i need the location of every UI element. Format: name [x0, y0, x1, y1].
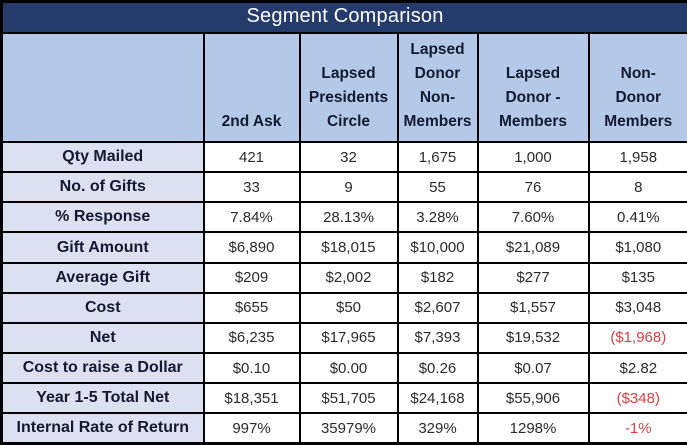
- table-row: Average Gift $209 $2,002 $182 $277 $135: [0, 261, 687, 294]
- table-cell: 9: [298, 171, 399, 204]
- row-label: Net: [0, 321, 205, 355]
- row-label: Average Gift: [0, 261, 205, 294]
- table-row: Cost to raise a Dollar $0.10 $0.00 $0.26 $0.…: [0, 352, 687, 385]
- table-cell: $1,557: [476, 291, 590, 324]
- table-cell: $3,048: [587, 291, 687, 324]
- table-cell: $7,393: [396, 321, 479, 355]
- table-row: Internal Rate of Return 997% 35979% 329% 129…: [0, 412, 687, 445]
- column-header: 2nd Ask: [202, 31, 301, 144]
- column-header: Non- Donor Members: [587, 31, 687, 144]
- row-label: Internal Rate of Return: [0, 412, 205, 445]
- column-header: Lapsed Donor - Members: [476, 31, 590, 144]
- table-cell: 7.60%: [476, 201, 590, 234]
- table-cell: $55,906: [476, 382, 590, 415]
- table-title: Segment Comparison: [0, 0, 687, 34]
- table-cell: $51,705: [298, 382, 399, 415]
- table-row: Cost $655 $50 $2,607 $1,557 $3,048: [0, 291, 687, 324]
- table-cell: 35979%: [298, 412, 399, 445]
- table-cell: $18,351: [202, 382, 301, 415]
- table-cell: 76: [476, 171, 590, 204]
- row-label: Cost to raise a Dollar: [0, 352, 205, 385]
- table-cell: 3.28%: [396, 201, 479, 234]
- column-header-row: 2nd Ask Lapsed Presidents Circle Lapsed Do…: [0, 31, 687, 144]
- table-row: % Response 7.84% 28.13% 3.28% 7.60% 0.41%: [0, 201, 687, 234]
- table-cell: $182: [396, 261, 479, 294]
- table-cell: 0.41%: [587, 201, 687, 234]
- table-cell: $655: [202, 291, 301, 324]
- table-cell: $2,002: [298, 261, 399, 294]
- table-cell: 8: [587, 171, 687, 204]
- table-cell: -1%: [587, 412, 687, 445]
- table-cell: $18,015: [298, 231, 399, 264]
- table-cell: 7.84%: [202, 201, 301, 234]
- table-cell: $277: [476, 261, 590, 294]
- table-cell: 28.13%: [298, 201, 399, 234]
- table-cell: $2.82: [587, 352, 687, 385]
- table-cell: $21,089: [476, 231, 590, 264]
- table-cell: 1298%: [476, 412, 590, 445]
- table-cell: $10,000: [396, 231, 479, 264]
- table-cell: 1,958: [587, 141, 687, 174]
- table-cell: 55: [396, 171, 479, 204]
- table-cell: $2,607: [396, 291, 479, 324]
- table-cell: 1,675: [396, 141, 479, 174]
- column-header: Lapsed Presidents Circle: [298, 31, 399, 144]
- row-label: No. of Gifts: [0, 171, 205, 204]
- row-label: Gift Amount: [0, 231, 205, 264]
- table-cell: ($348): [587, 382, 687, 415]
- table-row: Year 1-5 Total Net $18,351 $51,705 $24,168 $…: [0, 382, 687, 415]
- table-cell: 421: [202, 141, 301, 174]
- table-cell: ($1,968): [587, 321, 687, 355]
- table-cell: 997%: [202, 412, 301, 445]
- table-cell: 1,000: [476, 141, 590, 174]
- table-cell: $17,965: [298, 321, 399, 355]
- table-row: Qty Mailed 421 32 1,675 1,000 1,958: [0, 141, 687, 174]
- table-cell: $19,532: [476, 321, 590, 355]
- row-label: Cost: [0, 291, 205, 324]
- table-cell: $135: [587, 261, 687, 294]
- table-cell: $0.07: [476, 352, 590, 385]
- table-cell: $0.00: [298, 352, 399, 385]
- table-cell: 32: [298, 141, 399, 174]
- title-row: Segment Comparison: [0, 0, 687, 34]
- column-header: Lapsed Donor Non- Members: [396, 31, 479, 144]
- table-cell: $6,890: [202, 231, 301, 264]
- row-label: Qty Mailed: [0, 141, 205, 174]
- table-row: No. of Gifts 33 9 55 76 8: [0, 171, 687, 204]
- table-cell: $6,235: [202, 321, 301, 355]
- table-cell: $24,168: [396, 382, 479, 415]
- table-cell: 33: [202, 171, 301, 204]
- corner-blank-cell: [0, 31, 205, 144]
- table-cell: $0.26: [396, 352, 479, 385]
- table-row: Gift Amount $6,890 $18,015 $10,000 $21,089 $1…: [0, 231, 687, 264]
- table-cell: 329%: [396, 412, 479, 445]
- table-row: Net $6,235 $17,965 $7,393 $19,532 ($1,968): [0, 321, 687, 355]
- table-cell: $50: [298, 291, 399, 324]
- row-label: Year 1-5 Total Net: [0, 382, 205, 415]
- row-label: % Response: [0, 201, 205, 234]
- table-cell: $1,080: [587, 231, 687, 264]
- table-cell: $0.10: [202, 352, 301, 385]
- table-cell: $209: [202, 261, 301, 294]
